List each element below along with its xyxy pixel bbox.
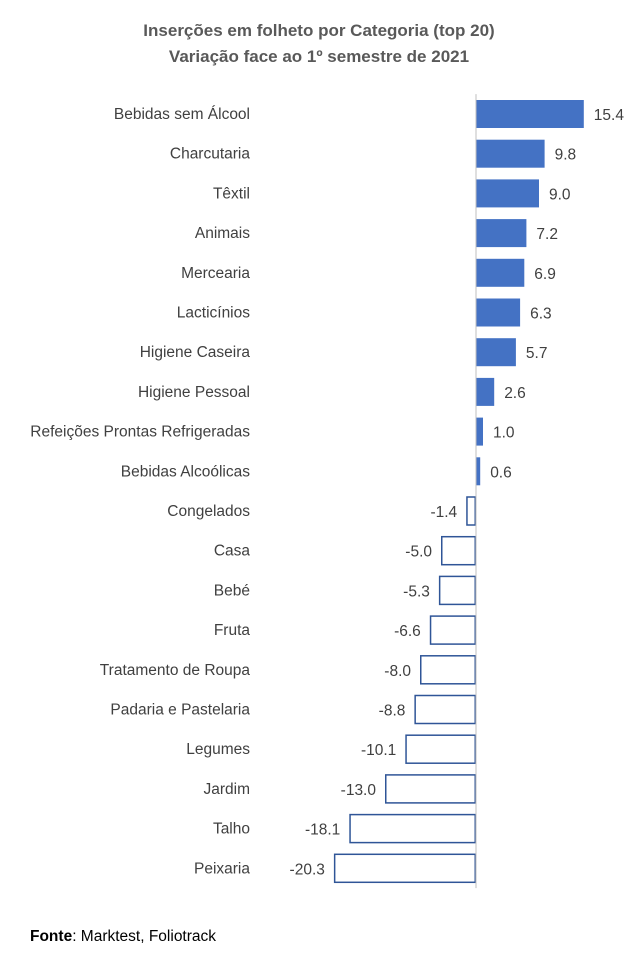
bar-bebidas-alcoolicas (476, 457, 481, 486)
category-label-padaria-e-pastelaria: Padaria e Pastelaria (110, 702, 250, 719)
value-label-casa: -5.0 (405, 544, 432, 561)
bar-bebe (438, 575, 476, 606)
source-text: : Marktest, Foliotrack (72, 928, 217, 945)
bar-bebidas-sem-alcool (476, 100, 584, 128)
category-label-congelados: Congelados (167, 503, 250, 520)
bar-fruta (429, 615, 476, 645)
bar-animais (476, 219, 527, 248)
value-label-charcutaria: 9.8 (555, 147, 577, 164)
value-label-padaria-e-pastelaria: -8.8 (379, 703, 406, 720)
category-label-animais: Animais (195, 225, 250, 242)
category-label-talho: Talho (213, 821, 250, 838)
value-label-textil: 9.0 (549, 186, 571, 203)
bar-higiene-caseira (476, 338, 516, 367)
bar-congelados (466, 496, 477, 526)
bar-jardim (385, 774, 476, 804)
category-label-bebidas-alcoolicas: Bebidas Alcoólicas (121, 463, 250, 480)
category-label-bebidas-sem-alcool: Bebidas sem Álcool (114, 106, 250, 123)
category-label-higiene-caseira: Higiene Caseira (140, 344, 251, 361)
value-label-bebidas-alcoolicas: 0.6 (490, 464, 512, 481)
category-label-legumes: Legumes (186, 741, 250, 758)
category-label-lacticinios: Lacticínios (177, 305, 250, 322)
value-label-peixaria: -20.3 (290, 861, 325, 878)
value-label-mercearia: 6.9 (534, 266, 556, 283)
value-label-congelados: -1.4 (430, 504, 457, 521)
bar-casa (441, 535, 476, 566)
value-label-lacticinios: 6.3 (530, 306, 552, 323)
value-label-legumes: -10.1 (361, 742, 396, 759)
category-label-charcutaria: Charcutaria (170, 146, 250, 163)
bar-chart: Inserções em folheto por Categoria (top … (30, 21, 625, 889)
value-label-refeicoes-prontas-refrigeradas: 1.0 (493, 425, 515, 442)
bar-higiene-pessoal (476, 377, 495, 406)
category-label-refeicoes-prontas-refrigeradas: Refeições Prontas Refrigeradas (30, 424, 250, 441)
bar-peixaria (333, 853, 476, 884)
value-label-bebidas-sem-alcool: 15.4 (594, 107, 625, 124)
value-label-bebe: -5.3 (403, 583, 430, 600)
bar-mercearia (476, 258, 525, 287)
value-label-higiene-caseira: 5.7 (526, 345, 548, 362)
value-label-talho: -18.1 (305, 822, 340, 839)
bar-padaria-e-pastelaria (414, 694, 476, 725)
category-label-fruta: Fruta (214, 622, 251, 639)
source-label: Fonte (30, 928, 73, 945)
category-label-bebe: Bebé (214, 582, 250, 599)
bar-refeicoes-prontas-refrigeradas (476, 417, 483, 446)
category-label-jardim: Jardim (203, 781, 250, 798)
value-label-animais: 7.2 (536, 226, 558, 243)
bar-textil (476, 179, 539, 208)
chart-title: Inserções em folheto por Categoria (top … (143, 21, 494, 40)
value-label-higiene-pessoal: 2.6 (504, 385, 526, 402)
source-note: Fonte: Marktest, Foliotrack (30, 928, 216, 946)
bar-lacticinios (476, 298, 521, 327)
bars-group: Bebidas sem Álcool 15.4 Charcutaria 9.8 Têxt… (30, 100, 625, 884)
bar-talho (349, 813, 476, 844)
category-label-textil: Têxtil (213, 185, 250, 202)
value-label-jardim: -13.0 (341, 782, 377, 799)
value-label-fruta: -6.6 (394, 623, 421, 640)
value-label-tratamento-de-roupa: -8.0 (384, 663, 411, 680)
category-label-peixaria: Peixaria (194, 860, 250, 877)
category-label-higiene-pessoal: Higiene Pessoal (138, 384, 250, 401)
category-label-mercearia: Mercearia (181, 265, 250, 282)
chart-subtitle: Variação face ao 1º semestre de 2021 (169, 47, 469, 66)
bar-charcutaria (476, 139, 545, 168)
bar-tratamento-de-roupa (420, 655, 476, 685)
category-label-casa: Casa (214, 543, 251, 560)
category-label-tratamento-de-roupa: Tratamento de Roupa (100, 662, 251, 679)
bar-legumes (405, 734, 476, 764)
